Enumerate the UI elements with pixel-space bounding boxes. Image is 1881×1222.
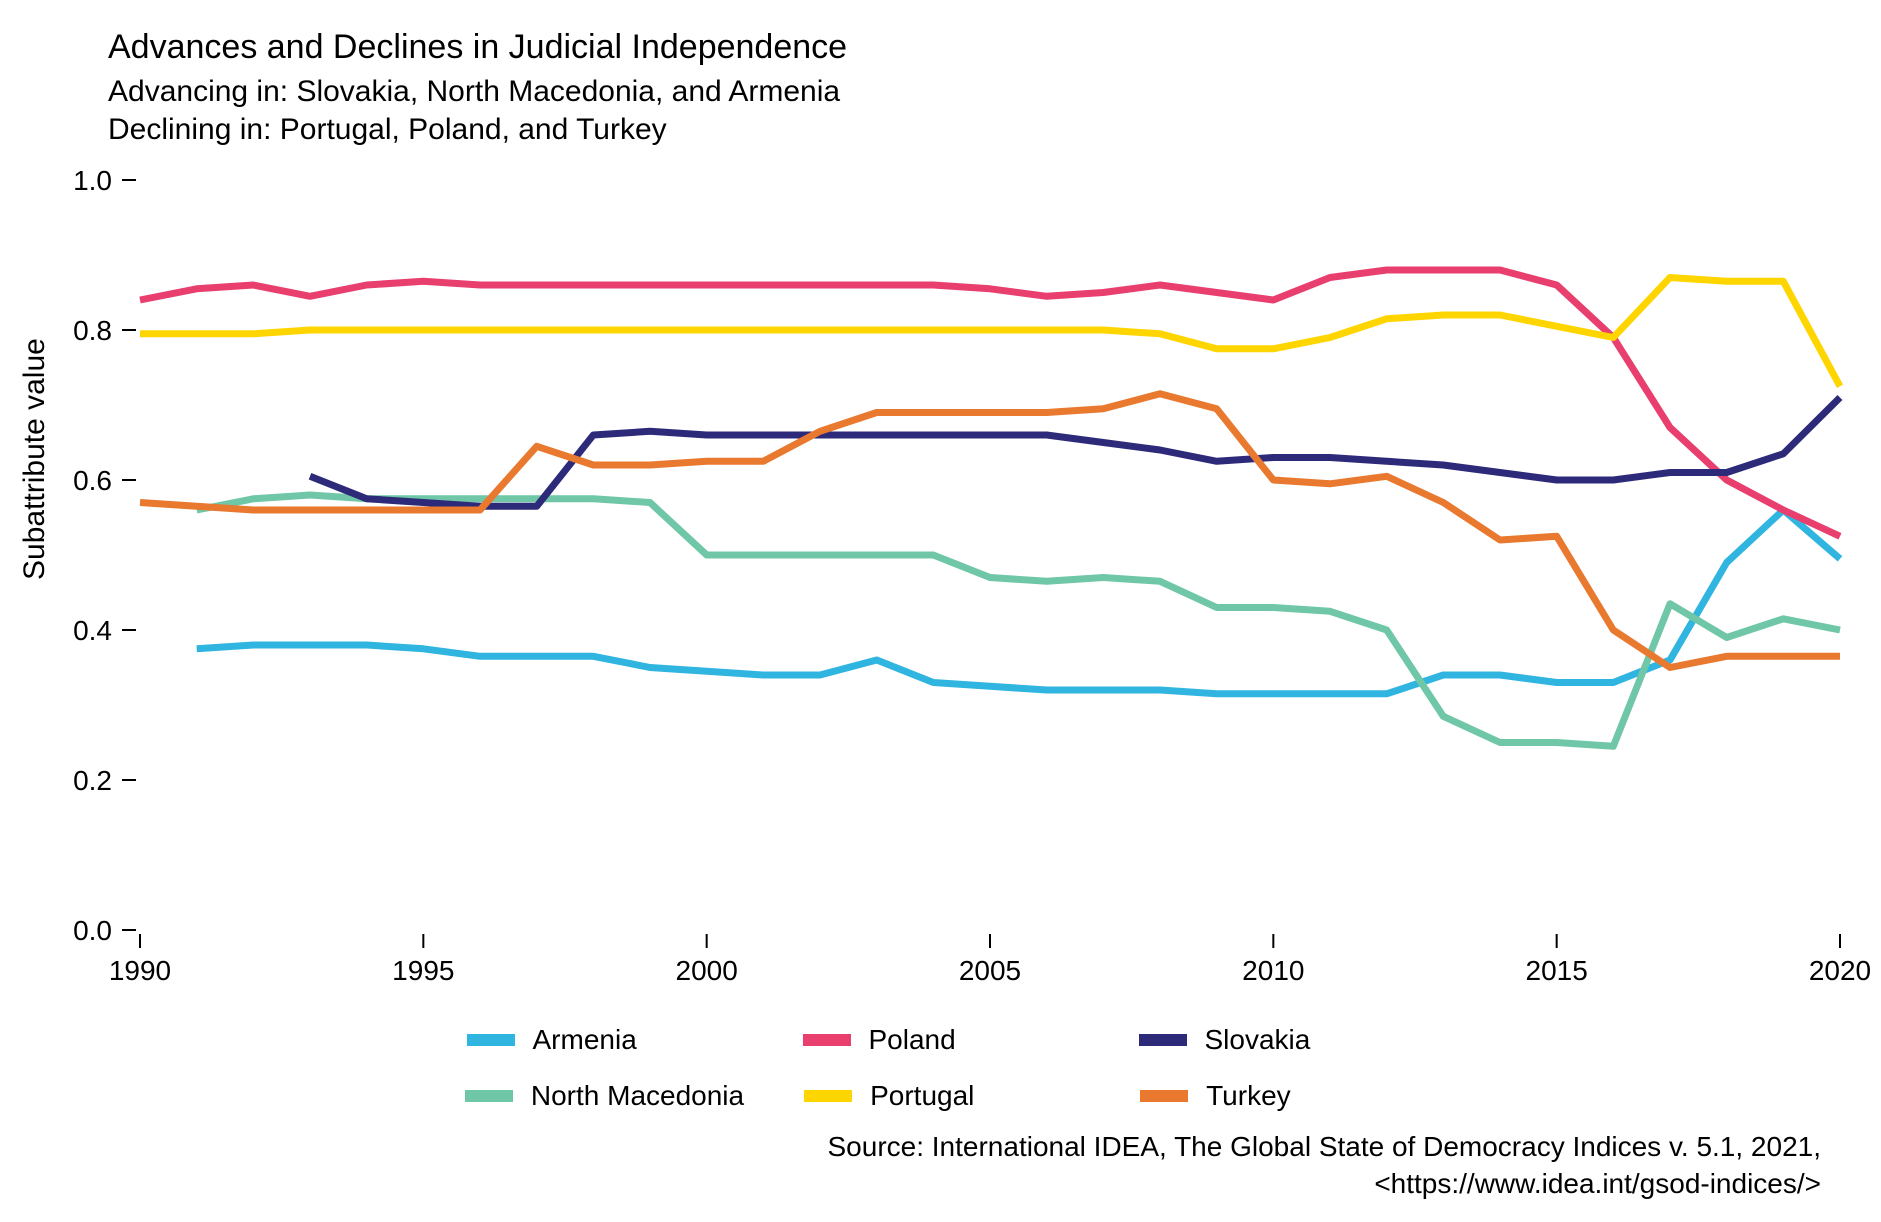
legend-item-north-macedonia: North Macedonia [465, 1080, 744, 1112]
x-tick-label: 2005 [959, 955, 1021, 986]
source-line-1: Source: International IDEA, The Global S… [828, 1129, 1822, 1165]
legend-swatch [465, 1090, 513, 1102]
legend-item-slovakia: Slovakia [1139, 1024, 1415, 1056]
y-tick-label: 0.8 [73, 315, 112, 346]
legend-label: Armenia [533, 1024, 743, 1056]
legend-swatch [804, 1090, 852, 1102]
legend-swatch [467, 1034, 515, 1046]
x-tick-label: 1995 [392, 955, 454, 986]
y-tick-label: 0.0 [73, 915, 112, 946]
series-line-portugal [140, 278, 1840, 387]
legend-item-poland: Poland [803, 1024, 1079, 1056]
legend-row: North Macedonia Portugal Turkey [465, 1080, 1416, 1112]
y-tick-label: 0.2 [73, 765, 112, 796]
source-line-2: <https://www.idea.int/gsod-indices/> [828, 1166, 1822, 1202]
legend-swatch [803, 1034, 851, 1046]
x-tick-label: 2020 [1809, 955, 1871, 986]
legend-item-armenia: Armenia [467, 1024, 743, 1056]
y-tick-label: 0.6 [73, 465, 112, 496]
y-tick-label: 0.4 [73, 615, 112, 646]
legend-row: Armenia Poland Slovakia [467, 1024, 1415, 1056]
legend-label: Turkey [1206, 1080, 1416, 1112]
legend-item-portugal: Portugal [804, 1080, 1080, 1112]
legend: Armenia Poland Slovakia North Macedonia Port… [0, 1024, 1881, 1112]
legend-swatch [1139, 1034, 1187, 1046]
legend-label: Portugal [870, 1080, 1080, 1112]
chart-container: Advances and Declines in Judicial Indepe… [0, 0, 1881, 1222]
x-tick-label: 2010 [1242, 955, 1304, 986]
x-tick-label: 1990 [109, 955, 171, 986]
source-caption: Source: International IDEA, The Global S… [828, 1129, 1822, 1202]
y-tick-label: 1.0 [73, 165, 112, 196]
legend-label: Slovakia [1205, 1024, 1415, 1056]
legend-label: North Macedonia [531, 1080, 744, 1112]
legend-label: Poland [869, 1024, 1079, 1056]
x-tick-label: 2000 [676, 955, 738, 986]
series-line-north-macedonia [197, 495, 1840, 746]
legend-swatch [1140, 1090, 1188, 1102]
x-tick-label: 2015 [1526, 955, 1588, 986]
legend-item-turkey: Turkey [1140, 1080, 1416, 1112]
